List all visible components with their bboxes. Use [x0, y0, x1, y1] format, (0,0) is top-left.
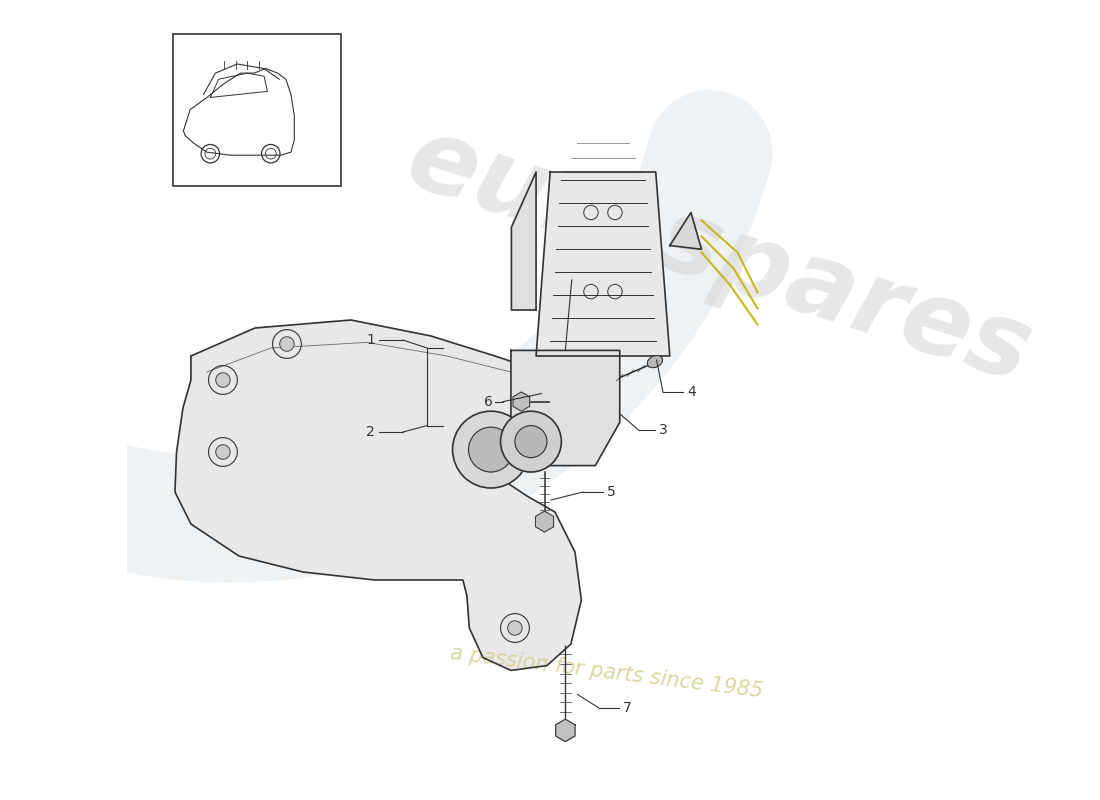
Polygon shape [513, 392, 530, 411]
Polygon shape [536, 511, 553, 532]
Circle shape [216, 373, 230, 387]
Polygon shape [556, 719, 575, 742]
Text: 3: 3 [659, 423, 668, 438]
Text: eurospares: eurospares [395, 107, 1044, 405]
Polygon shape [670, 213, 702, 250]
Polygon shape [536, 172, 670, 356]
Text: 5: 5 [607, 485, 616, 499]
Circle shape [508, 621, 522, 635]
Text: a passion for parts since 1985: a passion for parts since 1985 [450, 643, 764, 701]
Circle shape [452, 411, 529, 488]
Circle shape [469, 427, 514, 472]
Circle shape [500, 411, 561, 472]
FancyBboxPatch shape [174, 34, 341, 186]
Circle shape [515, 426, 547, 458]
Text: 4: 4 [686, 385, 695, 399]
Polygon shape [510, 350, 619, 466]
Polygon shape [512, 172, 536, 310]
Circle shape [216, 445, 230, 459]
Ellipse shape [647, 355, 662, 368]
Polygon shape [175, 320, 581, 670]
Circle shape [279, 337, 294, 351]
Text: 2: 2 [366, 425, 375, 439]
Text: 1: 1 [366, 333, 375, 347]
Text: 6: 6 [484, 394, 493, 409]
Text: 7: 7 [623, 701, 631, 715]
